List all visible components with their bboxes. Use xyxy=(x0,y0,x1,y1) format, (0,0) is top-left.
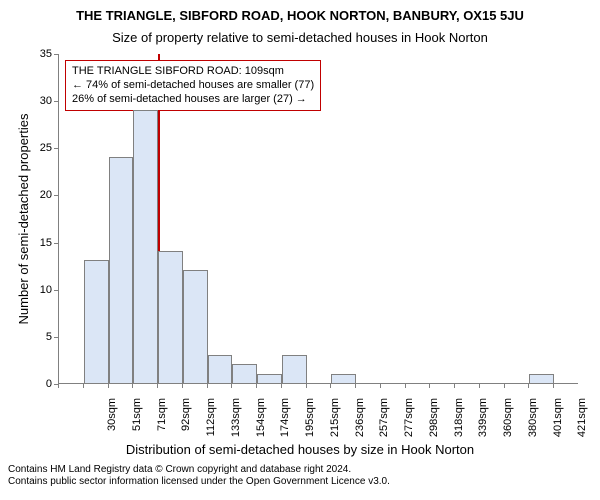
x-tick-mark xyxy=(108,384,109,388)
histogram-bar xyxy=(529,374,554,383)
histogram-bar xyxy=(208,355,233,383)
x-tick-mark xyxy=(281,384,282,388)
x-tick-mark xyxy=(83,384,84,388)
x-tick-label: 92sqm xyxy=(180,398,192,448)
x-tick-mark xyxy=(231,384,232,388)
x-tick-label: 154sqm xyxy=(255,398,267,448)
x-tick-label: 195sqm xyxy=(304,398,316,448)
histogram-bar xyxy=(84,260,109,383)
info-line-1: THE TRIANGLE SIBFORD ROAD: 109sqm xyxy=(72,65,314,79)
histogram-bar xyxy=(183,270,208,383)
x-tick-mark xyxy=(182,384,183,388)
footer-attribution: Contains HM Land Registry data © Crown c… xyxy=(8,464,390,488)
y-tick-mark xyxy=(54,337,58,338)
y-tick-label: 15 xyxy=(28,237,52,249)
x-tick-label: 298sqm xyxy=(428,398,440,448)
histogram-bar xyxy=(331,374,356,383)
info-line-2: ← 74% of semi-detached houses are smalle… xyxy=(72,79,314,93)
footer-line-1: Contains HM Land Registry data © Crown c… xyxy=(8,464,390,476)
chart-title: THE TRIANGLE, SIBFORD ROAD, HOOK NORTON,… xyxy=(0,8,600,23)
x-tick-label: 30sqm xyxy=(106,398,118,448)
x-tick-mark xyxy=(306,384,307,388)
chart-subtitle: Size of property relative to semi-detach… xyxy=(0,30,600,45)
x-tick-mark xyxy=(380,384,381,388)
x-tick-mark xyxy=(132,384,133,388)
histogram-bar xyxy=(232,364,257,383)
y-tick-mark xyxy=(54,290,58,291)
x-tick-mark xyxy=(454,384,455,388)
y-tick-label: 35 xyxy=(28,48,52,60)
y-tick-mark xyxy=(54,148,58,149)
x-tick-mark xyxy=(429,384,430,388)
x-tick-mark xyxy=(58,384,59,388)
histogram-bar xyxy=(109,157,134,383)
x-tick-mark xyxy=(504,384,505,388)
y-tick-mark xyxy=(54,54,58,55)
x-tick-label: 257sqm xyxy=(378,398,390,448)
y-tick-label: 20 xyxy=(28,189,52,201)
histogram-bar xyxy=(133,110,158,383)
x-tick-mark xyxy=(157,384,158,388)
x-tick-label: 51sqm xyxy=(131,398,143,448)
x-tick-label: 380sqm xyxy=(527,398,539,448)
y-tick-mark xyxy=(54,243,58,244)
x-tick-label: 215sqm xyxy=(329,398,341,448)
histogram-bar xyxy=(282,355,307,383)
x-tick-label: 174sqm xyxy=(279,398,291,448)
x-tick-mark xyxy=(256,384,257,388)
plot-area: THE TRIANGLE SIBFORD ROAD: 109sqm ← 74% … xyxy=(58,54,578,384)
x-tick-label: 318sqm xyxy=(453,398,465,448)
y-tick-label: 25 xyxy=(28,142,52,154)
y-tick-label: 10 xyxy=(28,284,52,296)
x-tick-label: 401sqm xyxy=(552,398,564,448)
x-tick-mark xyxy=(355,384,356,388)
x-tick-label: 360sqm xyxy=(502,398,514,448)
histogram-chart: THE TRIANGLE, SIBFORD ROAD, HOOK NORTON,… xyxy=(0,0,600,500)
x-tick-label: 71sqm xyxy=(156,398,168,448)
x-tick-label: 236sqm xyxy=(354,398,366,448)
y-tick-label: 30 xyxy=(28,95,52,107)
info-box: THE TRIANGLE SIBFORD ROAD: 109sqm ← 74% … xyxy=(65,60,321,111)
y-tick-mark xyxy=(54,195,58,196)
x-tick-mark xyxy=(528,384,529,388)
x-tick-mark xyxy=(330,384,331,388)
y-tick-label: 0 xyxy=(28,378,52,390)
x-tick-label: 133sqm xyxy=(230,398,242,448)
x-tick-mark xyxy=(207,384,208,388)
x-tick-label: 339sqm xyxy=(477,398,489,448)
histogram-bar xyxy=(257,374,282,383)
x-tick-mark xyxy=(405,384,406,388)
x-tick-label: 421sqm xyxy=(576,398,588,448)
y-tick-mark xyxy=(54,101,58,102)
y-tick-label: 5 xyxy=(28,331,52,343)
footer-line-2: Contains public sector information licen… xyxy=(8,476,390,488)
histogram-bar xyxy=(158,251,183,383)
x-tick-label: 112sqm xyxy=(205,398,217,448)
x-tick-mark xyxy=(479,384,480,388)
x-tick-label: 277sqm xyxy=(403,398,415,448)
x-tick-mark xyxy=(553,384,554,388)
info-line-3: 26% of semi-detached houses are larger (… xyxy=(72,93,314,107)
